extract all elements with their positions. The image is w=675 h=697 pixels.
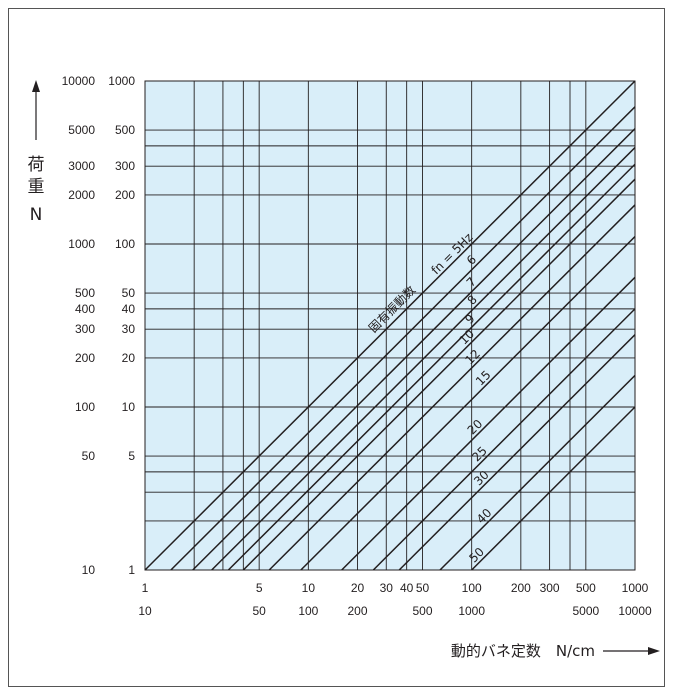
series-line-fn-25 (372, 308, 635, 570)
series-line-fn-9 (227, 163, 635, 570)
series-line-fn-6 (170, 106, 635, 570)
y-tick-label-outer: 200 (75, 351, 95, 365)
x-tick-label-row1: 50 (416, 581, 430, 595)
x-tick-label-row2: 10000 (618, 604, 652, 618)
y-tick-label-outer: 500 (75, 286, 95, 300)
x-tick-label-row1: 20 (351, 581, 365, 595)
y-tick-label-outer: 100 (75, 400, 95, 414)
y-axis-label-char: 重 (28, 177, 45, 197)
x-tick-label-row2: 50 (252, 604, 266, 618)
chart-frame (8, 8, 665, 687)
x-axis-arrow-head (648, 647, 660, 655)
series-line-fn-10 (242, 178, 635, 570)
x-tick-label-row1: 40 (400, 581, 414, 595)
x-tick-label-row1: 500 (576, 581, 596, 595)
series-line-fn-30 (398, 334, 635, 570)
y-tick-label-inner: 30 (122, 322, 136, 336)
y-tick-label-inner: 10 (122, 400, 136, 414)
x-axis-label: 動的バネ定数 N/cm (451, 642, 595, 660)
series-line-fn-7 (192, 128, 635, 570)
y-tick-label-outer: 400 (75, 302, 95, 316)
y-tick-label-outer: 300 (75, 322, 95, 336)
y-axis-label-char: N (30, 205, 43, 225)
y-tick-label-inner: 20 (122, 351, 136, 365)
x-tick-label-row2: 5000 (572, 604, 599, 618)
y-tick-label-outer: 3000 (68, 159, 95, 173)
series-line-fn-40 (439, 374, 635, 570)
y-tick-label-outer: 2000 (68, 188, 95, 202)
x-tick-label-row2: 1000 (458, 604, 485, 618)
series-line-fn-50 (471, 406, 635, 570)
x-tick-label-row2: 500 (412, 604, 432, 618)
x-tick-label-row1: 200 (511, 581, 531, 595)
y-axis-arrow-head (32, 80, 40, 92)
y-tick-label-inner: 500 (115, 123, 135, 137)
x-tick-label-row1: 1000 (622, 581, 649, 595)
series-group (145, 81, 635, 570)
y-tick-label-inner: 300 (115, 159, 135, 173)
y-axis-label-char: 荷 (28, 155, 45, 175)
y-tick-label-inner: 5 (128, 449, 135, 463)
x-tick-label-row1: 10 (302, 581, 316, 595)
y-tick-label-outer: 50 (82, 449, 96, 463)
x-tick-label-row1: 300 (540, 581, 560, 595)
y-tick-label-inner: 1000 (108, 74, 135, 88)
x-tick-label-row1: 100 (462, 581, 482, 595)
y-tick-label-inner: 1 (128, 563, 135, 577)
x-tick-label-row2: 10 (138, 604, 152, 618)
x-tick-label-row1: 1 (142, 581, 149, 595)
y-tick-label-outer: 1000 (68, 237, 95, 251)
y-tick-label-inner: 50 (122, 286, 136, 300)
series-line-fn-12 (268, 204, 635, 570)
x-tick-label-row2: 200 (347, 604, 367, 618)
y-tick-label-outer: 10 (82, 563, 96, 577)
series-line-fn-15 (300, 236, 635, 570)
y-tick-label-inner: 40 (122, 302, 136, 316)
x-tick-label-row1: 5 (256, 581, 263, 595)
x-tick-label-row1: 30 (380, 581, 394, 595)
y-tick-label-inner: 100 (115, 237, 135, 251)
x-tick-label-row2: 100 (298, 604, 318, 618)
y-tick-label-outer: 5000 (68, 123, 95, 137)
series-line-fn-20 (341, 276, 635, 570)
series-line-fn-5 (145, 81, 635, 570)
y-tick-label-inner: 200 (115, 188, 135, 202)
plot-border (144, 80, 636, 571)
series-line-fn-8 (211, 147, 635, 570)
y-tick-label-outer: 10000 (62, 74, 96, 88)
